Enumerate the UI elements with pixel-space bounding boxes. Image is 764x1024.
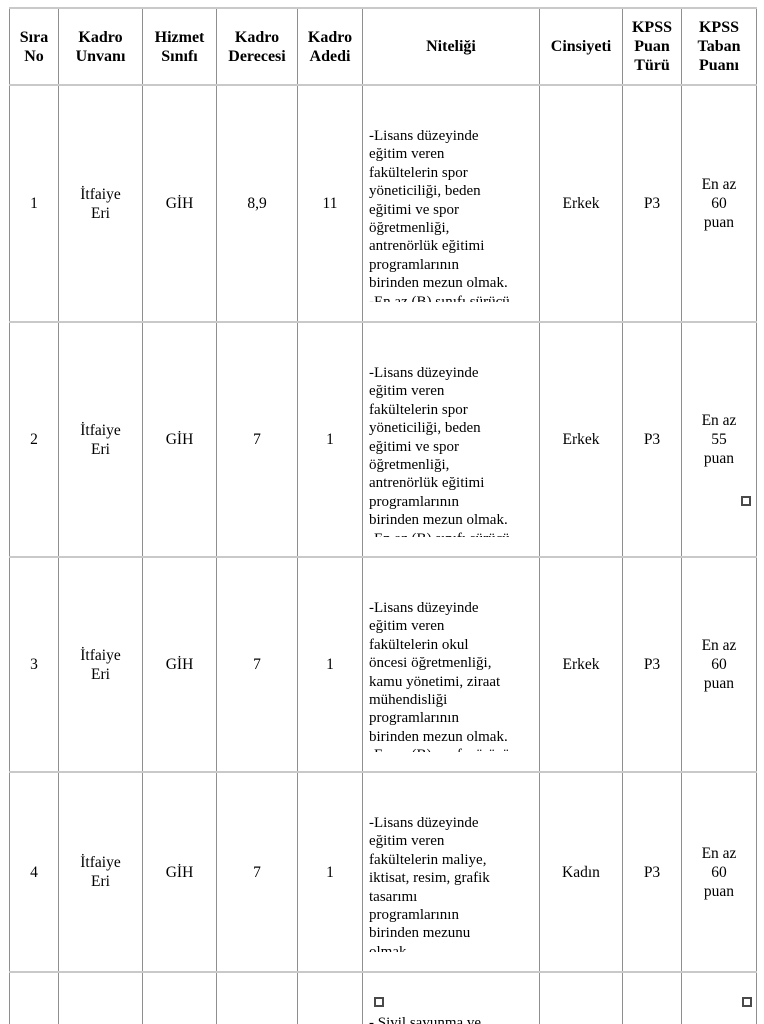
niteligi-text: -Lisans düzeyinde eğitim veren fakültele…	[369, 815, 490, 952]
cell-kadro-derecesi: 7	[216, 771, 298, 973]
cell-sira-no: 3	[9, 556, 59, 773]
cell-sira-no: 2	[9, 321, 59, 558]
niteligi-text: -Lisans düzeyinde eğitim veren fakültele…	[369, 600, 510, 752]
cell-kadro-adedi: 11	[297, 84, 363, 323]
table-row: 4 İtfaiye Eri GİH 7 1 -Lisans düzeyinde …	[9, 771, 757, 973]
cell-sira-no: 1	[9, 84, 59, 323]
header-kadro-adedi: Kadro Adedi	[297, 7, 363, 86]
cell-hizmet-sinifi: GİH	[142, 970, 217, 1024]
niteligi-clip-region: -Lisans düzeyinde eğitim veren fakültele…	[369, 795, 534, 952]
cell-kadro-adedi: 1	[297, 771, 363, 973]
niteligi-text: -Lisans düzeyinde eğitim veren fakültele…	[369, 365, 510, 537]
niteligi-text: -Lisans düzeyinde eğitim veren fakültele…	[369, 128, 510, 302]
cell-kadro-adedi: 1	[297, 321, 363, 558]
cell-niteligi: - Sivil savunma ve itfaiyecilik, acil du…	[362, 970, 540, 1024]
table-header-row: Sıra No Kadro Unvanı Hizmet Sınıfı Kadro…	[9, 7, 757, 86]
table-row: 1 İtfaiye Eri GİH 8,9 11 -Lisans düzeyin…	[9, 84, 757, 323]
cell-hizmet-sinifi: GİH	[142, 771, 217, 973]
cell-cinsiyeti: Erkek	[539, 321, 623, 558]
header-kpss-taban-puani: KPSS Taban Puanı	[681, 7, 757, 86]
cell-kadro-unvani: İtfaiye Eri	[58, 771, 143, 973]
cell-niteligi: -Lisans düzeyinde eğitim veren fakültele…	[362, 84, 540, 323]
header-cinsiyeti: Cinsiyeti	[539, 7, 623, 86]
cell-kadro-unvani: İtfaiye Eri	[58, 84, 143, 323]
cell-kadro-adedi: 1	[297, 556, 363, 773]
cell-hizmet-sinifi: GİH	[142, 556, 217, 773]
header-sira-no: Sıra No	[9, 7, 59, 86]
cell-kadro-unvani: İtfaiye Eri	[58, 321, 143, 558]
cell-hizmet-sinifi: GİH	[142, 321, 217, 558]
cell-kpss-puan-turu: P3	[622, 321, 682, 558]
table-resize-handle-bottom-middle[interactable]	[374, 997, 384, 1007]
header-hizmet-sinifi: Hizmet Sınıfı	[142, 7, 217, 86]
cell-cinsiyeti: Erkek	[539, 84, 623, 323]
job-posting-table: Sıra No Kadro Unvanı Hizmet Sınıfı Kadro…	[9, 7, 757, 1024]
header-kpss-puan-turu: KPSS Puan Türü	[622, 7, 682, 86]
cell-kadro-derecesi: 10	[216, 970, 298, 1024]
niteligi-clip-region: -Lisans düzeyinde eğitim veren fakültele…	[369, 108, 534, 302]
cell-kpss-taban-puani: En az 60 puan	[681, 771, 757, 973]
cell-cinsiyeti: Kadın	[539, 771, 623, 973]
cell-kadro-unvani: İtfaiye Eri	[58, 556, 143, 773]
cell-kpss-puan-turu: P93	[622, 970, 682, 1024]
cell-kadro-derecesi: 8,9	[216, 84, 298, 323]
cell-niteligi: -Lisans düzeyinde eğitim veren fakültele…	[362, 556, 540, 773]
cell-kadro-unvani: İtfaiye Eri	[58, 970, 143, 1024]
table-resize-handle-right-middle[interactable]	[741, 496, 751, 506]
niteligi-text: - Sivil savunma ve itfaiyecilik, acil du…	[369, 1015, 482, 1024]
job-posting-table-container: Sıra No Kadro Unvanı Hizmet Sınıfı Kadro…	[9, 7, 757, 1024]
cell-hizmet-sinifi: GİH	[142, 84, 217, 323]
cell-kpss-taban-puani: En az 60 puan	[681, 556, 757, 773]
header-kadro-unvani: Kadro Unvanı	[58, 7, 143, 86]
header-kadro-derecesi: Kadro Derecesi	[216, 7, 298, 86]
cell-cinsiyeti: Erkek	[539, 556, 623, 773]
cell-kadro-derecesi: 7	[216, 321, 298, 558]
cell-kpss-puan-turu: P3	[622, 84, 682, 323]
table-resize-handle-bottom-right[interactable]	[742, 997, 752, 1007]
niteligi-clip-region: - Sivil savunma ve itfaiyecilik, acil du…	[369, 995, 534, 1024]
header-niteligi: Niteliği	[362, 7, 540, 86]
cell-kpss-puan-turu: P3	[622, 556, 682, 773]
cell-niteligi: -Lisans düzeyinde eğitim veren fakültele…	[362, 321, 540, 558]
cell-kadro-adedi: 2	[297, 970, 363, 1024]
cell-kadro-derecesi: 7	[216, 556, 298, 773]
cell-sira-no: 5	[9, 970, 59, 1024]
cell-kpss-taban-puani: En az 60 puan	[681, 84, 757, 323]
cell-kpss-puan-turu: P3	[622, 771, 682, 973]
table-row: 3 İtfaiye Eri GİH 7 1 -Lisans düzeyinde …	[9, 556, 757, 773]
niteligi-clip-region: -Lisans düzeyinde eğitim veren fakültele…	[369, 345, 534, 537]
cell-kpss-taban-puani: En az 55 puan	[681, 321, 757, 558]
cell-cinsiyeti: Kadın	[539, 970, 623, 1024]
cell-sira-no: 4	[9, 771, 59, 973]
table-row: 5 İtfaiye Eri GİH 10 2 - Sivil savunma v…	[9, 970, 757, 1024]
niteligi-clip-region: -Lisans düzeyinde eğitim veren fakültele…	[369, 580, 534, 752]
table-row: 2 İtfaiye Eri GİH 7 1 -Lisans düzeyinde …	[9, 321, 757, 558]
cell-niteligi: -Lisans düzeyinde eğitim veren fakültele…	[362, 771, 540, 973]
